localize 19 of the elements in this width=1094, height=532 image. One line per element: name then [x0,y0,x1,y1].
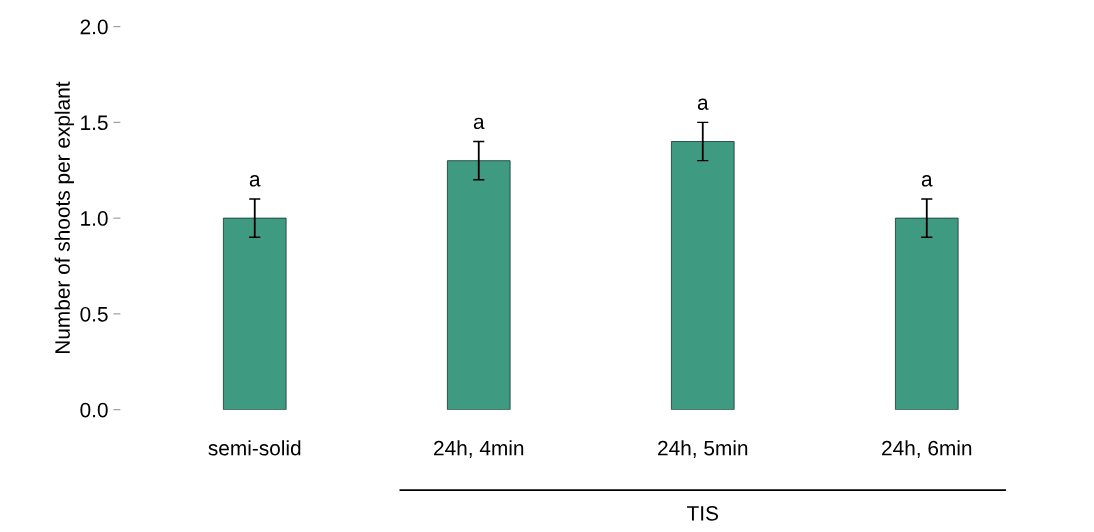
annotation: a [921,175,933,187]
bar [894,217,959,410]
annotation: a [249,175,261,187]
x-tick-label: 24h, 4min [434,440,524,458]
x-tick-label: 24h, 5min [658,440,748,458]
y-axis-title: Number of shoots per explant [54,81,75,354]
y-tick-label: 0.0 [80,402,108,418]
bar [222,217,287,410]
y-tick-label: 1.0 [81,211,108,226]
annotation: a [697,98,709,110]
y-tick-label: 2.0 [80,19,108,35]
y-tick-label: 0.5 [80,306,108,322]
annotation: a [473,117,485,130]
bar [446,160,511,410]
y-tick-label: 1.5 [81,115,108,131]
x-tick-label: 24h, 6min [882,440,972,458]
text: TIS [687,505,719,521]
x-tick-label: semi-solid [208,440,301,456]
bar [670,141,735,410]
